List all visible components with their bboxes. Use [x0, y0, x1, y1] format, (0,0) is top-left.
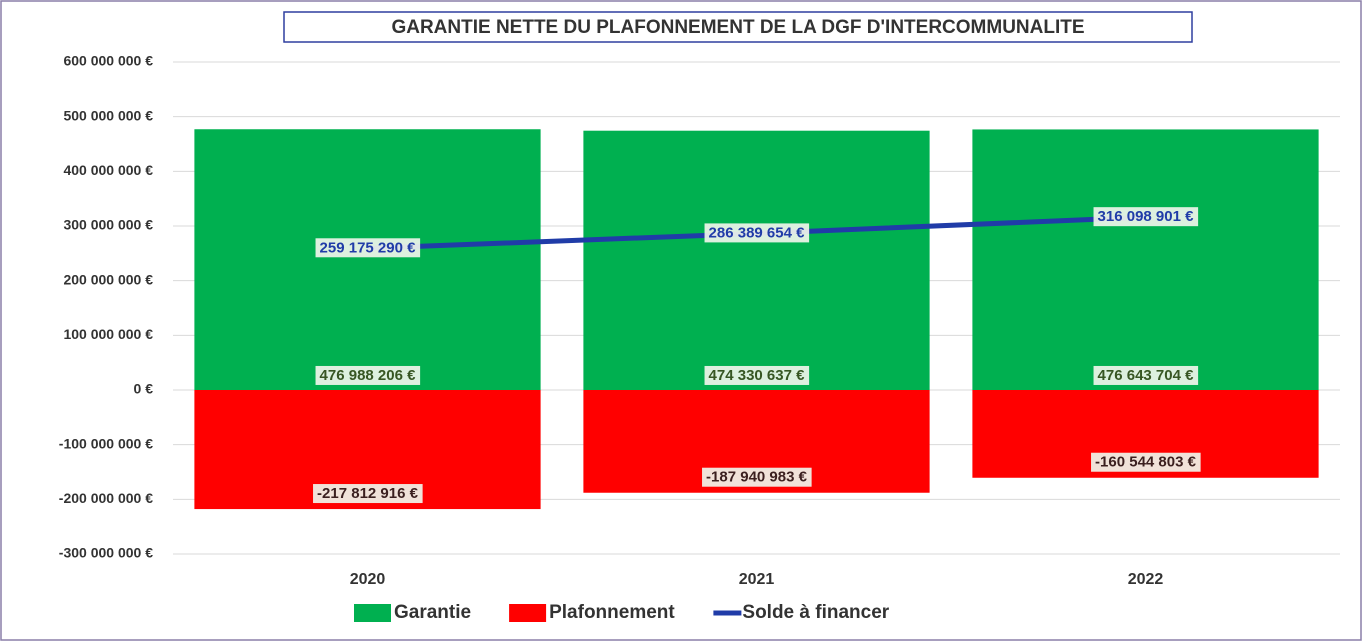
data-label-bg [315, 238, 421, 258]
data-label-bg [313, 484, 423, 504]
y-tick-label: -100 000 000 € [59, 435, 153, 451]
bar [194, 129, 541, 390]
y-tick-label: 100 000 000 € [63, 326, 153, 342]
data-label: 286 389 654 € [709, 224, 806, 241]
title-box [283, 11, 1193, 43]
legend-label: Solde à financer [742, 602, 889, 623]
title-group: GARANTIE NETTE DU PLAFONNEMENT DE LA DGF… [283, 11, 1193, 43]
data-label: 316 098 901 € [1098, 208, 1195, 225]
chart-title: GARANTIE NETTE DU PLAFONNEMENT DE LA DGF… [391, 17, 1084, 38]
data-label-bg [315, 365, 421, 385]
data-label: -217 812 916 € [317, 485, 419, 502]
y-tick-label: 400 000 000 € [63, 162, 153, 178]
x-tick-label: 2020 [350, 571, 386, 588]
data-label-bg [1093, 365, 1199, 385]
data-label-bg [1093, 207, 1199, 227]
data-label: 474 330 637 € [709, 367, 806, 384]
legend-label: Garantie [394, 602, 471, 623]
data-label: -187 940 983 € [706, 469, 808, 486]
bar [972, 129, 1319, 391]
y-tick-label: 200 000 000 € [63, 271, 153, 287]
x-tick-label: 2022 [1128, 571, 1164, 588]
x-tick-label: 2021 [739, 571, 775, 588]
y-tick-label: 300 000 000 € [63, 217, 153, 233]
y-tick-label: -300 000 000 € [59, 545, 153, 561]
y-tick-label: -200 000 000 € [59, 490, 153, 506]
data-label-bg [702, 467, 812, 487]
data-label: -160 544 803 € [1095, 454, 1197, 471]
data-label-bg [704, 223, 810, 243]
data-label: 476 643 704 € [1098, 367, 1195, 384]
y-tick-label: 600 000 000 € [63, 53, 153, 69]
data-label: 259 175 290 € [320, 239, 417, 256]
data-label-bg [704, 365, 810, 385]
bar [583, 130, 930, 390]
legend-swatch [509, 604, 547, 622]
legend-label: Plafonnement [549, 602, 675, 623]
y-tick-label: 0 € [134, 381, 154, 397]
legend-swatch [354, 604, 391, 622]
data-label: 476 988 206 € [320, 367, 417, 384]
data-label-bg [1091, 452, 1201, 472]
y-tick-label: 500 000 000 € [63, 107, 153, 123]
